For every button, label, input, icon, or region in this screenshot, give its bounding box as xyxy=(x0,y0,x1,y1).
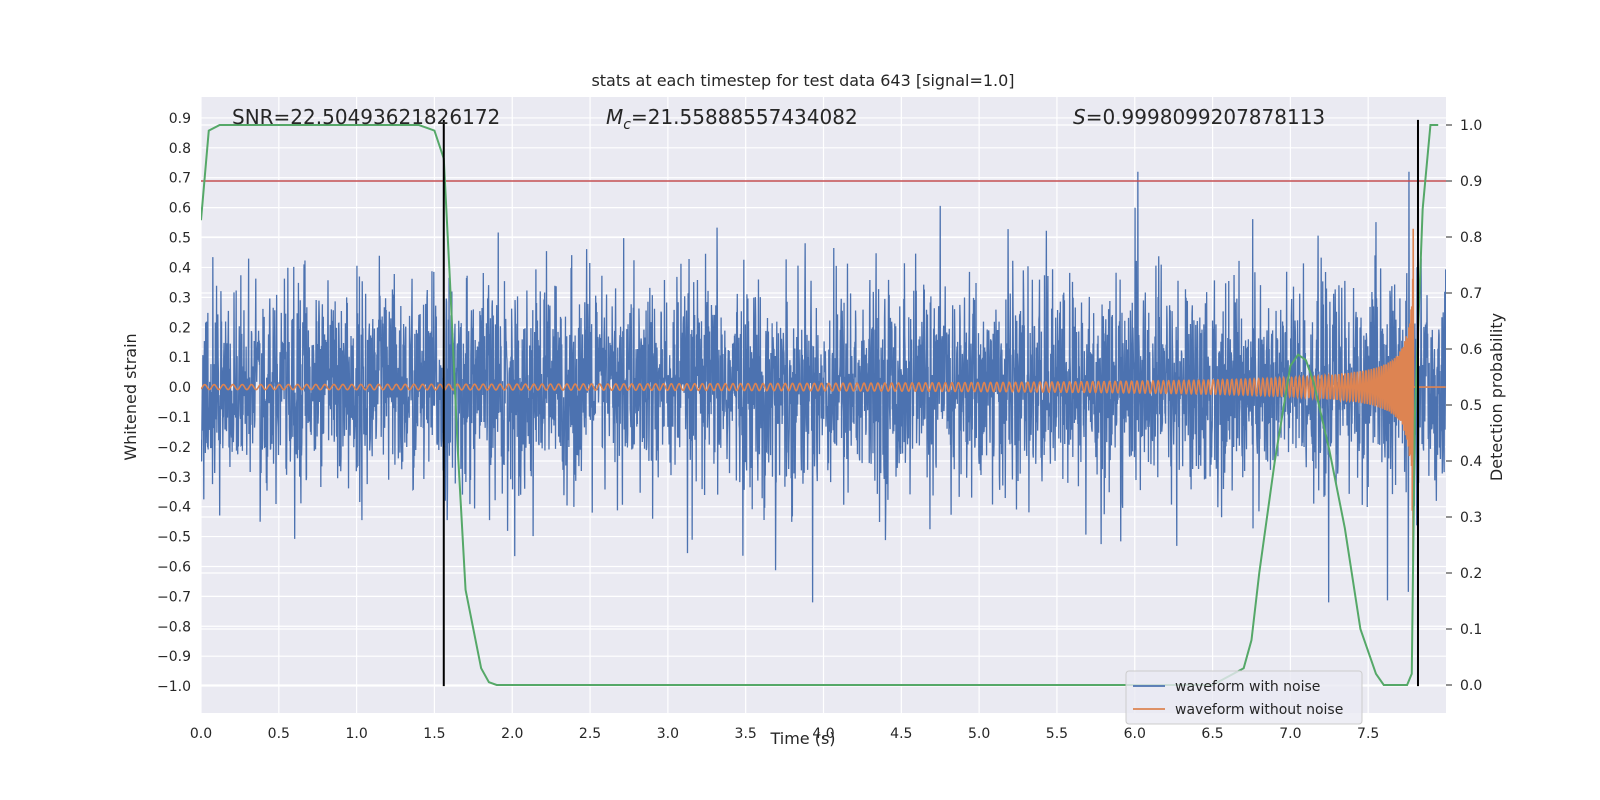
y-tick-label: −0.7 xyxy=(157,589,191,605)
x-tick-label: 2.0 xyxy=(501,726,523,742)
x-tick-label: 1.5 xyxy=(423,726,445,742)
chart-title: stats at each timestep for test data 643… xyxy=(591,71,1014,90)
x-tick-label: 5.5 xyxy=(1046,726,1068,742)
y-tick-label: 0.0 xyxy=(169,380,191,396)
y-tick-label: 0.5 xyxy=(169,231,191,247)
y-tick-label: −0.5 xyxy=(157,530,191,546)
x-axis-ticks: 0.0 0.5 1.0 1.5 2.0 2.5 3.0 3.5 4.0 4.5 5.0 5.5 6.0 6… xyxy=(190,726,1379,742)
y-right-tick-label: 0.8 xyxy=(1460,230,1482,246)
y-axis-label: Whitened strain xyxy=(121,333,140,460)
x-tick-label: 3.0 xyxy=(657,726,679,742)
series-waveform-without-noise xyxy=(201,228,1446,562)
x-tick-label: 3.5 xyxy=(735,726,757,742)
x-tick-label: 0.5 xyxy=(268,726,290,742)
y-tick-label: 0.8 xyxy=(169,141,191,157)
legend-box xyxy=(1125,670,1363,725)
x-tick-label: 7.5 xyxy=(1357,726,1379,742)
y-tick-label: −0.9 xyxy=(157,649,191,665)
y-tick-label: 0.9 xyxy=(169,111,191,127)
y-right-tick-label: 1.0 xyxy=(1460,118,1482,134)
y-right-tick-label: 0.4 xyxy=(1460,454,1482,470)
x-tick-label: 6.0 xyxy=(1124,726,1146,742)
marker-lines xyxy=(442,119,1419,687)
y-right-tick-label: 0.7 xyxy=(1460,286,1482,302)
clean-line xyxy=(201,228,1446,562)
y-tick-label: −0.2 xyxy=(157,440,191,456)
y-tick-label: 0.4 xyxy=(169,260,191,276)
x-axis-label: Time (s) xyxy=(769,729,835,748)
y-tick-label: 0.3 xyxy=(169,290,191,306)
y-right-tick-label: 0.0 xyxy=(1460,678,1482,694)
y-tick-label: −0.1 xyxy=(157,410,191,426)
y-tick-label: 0.6 xyxy=(169,201,191,217)
y-tick-label: −0.4 xyxy=(157,500,191,516)
y-axis-right-label: Detection probability xyxy=(1487,313,1506,481)
y-right-tick-label: 0.1 xyxy=(1460,622,1482,638)
y-tick-label: −1.0 xyxy=(157,679,191,695)
y-tick-label: −0.6 xyxy=(157,559,191,575)
legend-label-noise: waveform with noise xyxy=(1175,679,1320,695)
y-right-tick-label: 0.2 xyxy=(1460,566,1482,582)
x-tick-label: 0.0 xyxy=(190,726,212,742)
y-right-tick-label: 0.3 xyxy=(1460,510,1482,526)
snr-annotation: SNR=22.50493621826172 xyxy=(232,105,500,129)
y-right-tick-label: 0.5 xyxy=(1460,398,1482,414)
x-tick-label: 1.0 xyxy=(345,726,367,742)
series-waveform-with-noise xyxy=(201,171,1446,603)
x-tick-label: 6.5 xyxy=(1201,726,1223,742)
y-right-tick-label: 0.6 xyxy=(1460,342,1482,358)
y-tick-label: −0.3 xyxy=(157,470,191,486)
y-right-tick-label: 0.9 xyxy=(1460,174,1482,190)
x-tick-label: 4.5 xyxy=(890,726,912,742)
score-annotation: S=0.9998099207878113 xyxy=(1073,105,1325,129)
x-tick-label: 2.5 xyxy=(579,726,601,742)
legend-label-clean: waveform without noise xyxy=(1175,702,1343,718)
legend: waveform with noise waveform without noi… xyxy=(1125,670,1363,725)
x-tick-label: 7.0 xyxy=(1279,726,1301,742)
y-tick-label: −0.8 xyxy=(157,619,191,635)
y-tick-label: 0.7 xyxy=(169,171,191,187)
y-tick-label: 0.1 xyxy=(169,350,191,366)
y-axis-right-ticks: 1.0 0.9 0.8 0.7 0.6 0.5 0.4 0.3 0.2 0.1 0.0 xyxy=(1446,118,1482,694)
x-tick-label: 5.0 xyxy=(968,726,990,742)
noise-line xyxy=(201,171,1446,603)
y-tick-label: 0.2 xyxy=(169,320,191,336)
x-tick-label: 4.0 xyxy=(812,726,834,742)
y-axis-ticks: 0.9 0.8 0.7 0.6 0.5 0.4 0.3 0.2 0.1 0.0 −0.1 −0.2 −0… xyxy=(157,111,191,695)
chirp-mass-annotation: Mc=21.55888557434082 xyxy=(606,105,858,133)
